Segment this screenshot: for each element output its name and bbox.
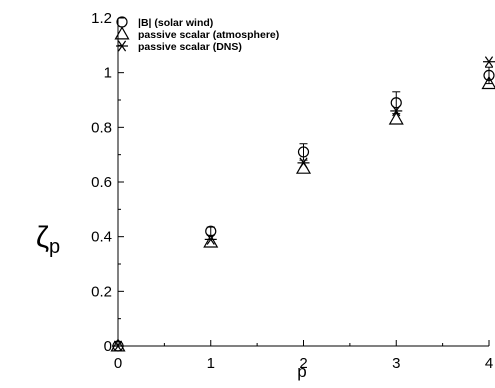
x-tick-label: 4	[485, 355, 493, 372]
y-tick-label: 1.2	[91, 10, 112, 27]
x-tick-label: 0	[114, 355, 122, 372]
legend: |B| (solar wind)passive scalar (atmosphe…	[116, 17, 280, 53]
data-point-triangle	[204, 236, 217, 247]
y-tick-label: 0.6	[91, 174, 112, 191]
legend-entry-2: passive scalar (atmosphere)	[116, 28, 280, 42]
y-axis-label-subscript: p	[49, 236, 60, 258]
x-axis-label: p	[297, 362, 306, 381]
data-point-asterisk	[483, 57, 495, 67]
legend-entry-3: passive scalar (DNS)	[116, 41, 242, 53]
y-tick-label: 1	[104, 65, 112, 82]
series-2	[112, 77, 495, 351]
legend-entry-1: |B| (solar wind)	[117, 17, 213, 29]
data-marks	[112, 57, 495, 351]
y-tick-label: 0.4	[91, 229, 112, 246]
axes	[118, 18, 489, 346]
y-axis-label-symbol: ζ	[36, 221, 49, 254]
legend-label: |B| (solar wind)	[138, 17, 213, 29]
legend-label: passive scalar (atmosphere)	[138, 29, 279, 41]
series-3	[112, 57, 495, 351]
legend-marker-triangle	[116, 28, 129, 39]
y-tick-label: 0	[104, 338, 112, 355]
legend-label: passive scalar (DNS)	[138, 41, 242, 53]
y-tick-label: 0.2	[91, 283, 112, 300]
y-axis-label: ζp	[36, 221, 60, 258]
x-tick-label: 3	[392, 355, 400, 372]
x-tick-label: 1	[207, 355, 215, 372]
series-1	[113, 67, 494, 351]
y-tick-label: 0.8	[91, 119, 112, 136]
data-point-triangle	[390, 113, 403, 124]
